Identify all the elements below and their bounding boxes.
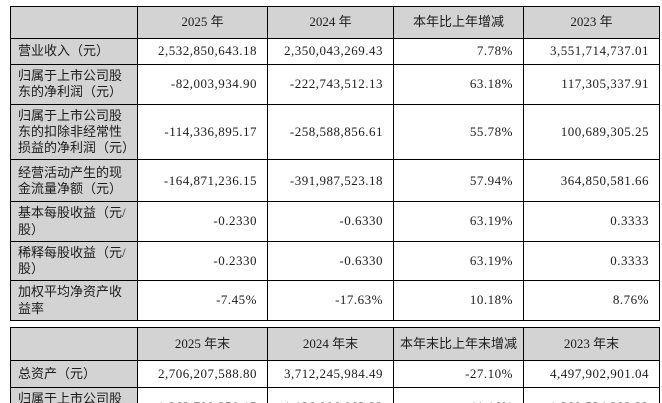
value-2023: 0.3333 (523, 201, 660, 242)
value-2025: 2,532,850,643.18 (137, 38, 268, 65)
row-label: 稀释每股收益（元/股） (10, 240, 138, 282)
table-row-net-profit-excl-nonrecurring: 归属于上市公司股东的扣除非经常性损益的净利润（元） -114,336,895.1… (10, 103, 660, 161)
period-end-header-2024: 2024 年末 (267, 326, 394, 361)
row-label: 加权平均净资产收益率 (10, 280, 138, 321)
annual-results-table: 2025 年 2024 年 本年比上年增减 2023 年 营业收入（元） 2,5… (10, 6, 660, 321)
value-2023: 4,497,902,901.04 (523, 359, 660, 388)
value-2025: 2,706,207,588.80 (137, 359, 268, 388)
table-row-diluted-eps: 稀释每股收益（元/股） -0.2330 -0.6330 63.19% 0.333… (10, 240, 660, 282)
value-2024: -258,588,856.61 (267, 103, 394, 161)
row-label: 基本每股收益（元/股） (10, 201, 138, 242)
value-2025: -114,336,895.17 (137, 103, 268, 161)
value-change: 63.19% (393, 201, 524, 242)
table-row-operating-cash-flow: 经营活动产生的现金流量净额（元） -164,871,236.15 -391,98… (10, 159, 660, 203)
value-change: 57.94% (393, 159, 524, 203)
value-change: -27.10% (393, 359, 524, 388)
period-end-header-row: 2025 年末 2024 年末 本年末比上年末增减 2023 年末 (10, 326, 660, 361)
row-label: 经营活动产生的现金流量净额（元） (10, 159, 138, 203)
value-2023: 0.3333 (523, 240, 660, 282)
value-change: 55.78% (393, 103, 524, 161)
period-end-header-2025: 2025 年末 (137, 326, 268, 361)
annual-header-change: 本年比上年增减 (393, 6, 524, 39)
value-2023: 117,305,337.91 (523, 64, 660, 105)
annual-header-2025: 2025 年 (137, 6, 268, 39)
value-2024: 3,712,245,984.49 (267, 359, 394, 388)
annual-header-2023: 2023 年 (523, 6, 660, 39)
value-2025: -164,871,236.15 (137, 159, 268, 203)
value-change: 10.18% (393, 280, 524, 321)
value-2023: 3,551,714,737.01 (523, 38, 660, 65)
row-label: 归属于上市公司股东的扣除非经常性损益的净利润（元） (10, 103, 138, 161)
value-change: 11.16% (393, 386, 524, 403)
row-label: 营业收入（元） (10, 38, 138, 65)
value-2023: 364,850,581.66 (523, 159, 660, 203)
value-2025: -7.45% (137, 280, 268, 321)
value-change: 63.18% (393, 64, 524, 105)
value-2024: -391,987,523.18 (267, 159, 394, 203)
value-2024: -222,743,512.13 (267, 64, 394, 105)
annual-header-2024: 2024 年 (267, 6, 394, 39)
period-end-table: 2025 年末 2024 年末 本年末比上年末增减 2023 年末 总资产（元）… (10, 326, 660, 403)
annual-header-empty (10, 6, 138, 39)
value-2024: 2,350,043,269.43 (267, 38, 394, 65)
period-end-header-2023: 2023 年末 (523, 326, 660, 361)
value-2023: 100,689,305.25 (523, 103, 660, 161)
period-end-header-change: 本年末比上年末增减 (393, 326, 524, 361)
value-2023: 8.76% (523, 280, 660, 321)
value-2024: -0.6330 (267, 240, 394, 282)
row-label: 归属于上市公司股东的净利润（元） (10, 64, 138, 105)
value-2025: -0.2330 (137, 201, 268, 242)
value-2025: -0.2330 (137, 240, 268, 282)
table-row-weighted-avg-roe: 加权平均净资产收益率 -7.45% -17.63% 10.18% 8.76% (10, 280, 660, 321)
value-2023: 1,389,534,282.22 (523, 386, 660, 403)
value-2024: 1,136,906,063.22 (267, 386, 394, 403)
table-row-net-assets: 归属于上市公司股东的净资产（元） 1,263,799,250.15 1,136,… (10, 386, 660, 403)
value-2024: -0.6330 (267, 201, 394, 242)
table-row-total-assets: 总资产（元） 2,706,207,588.80 3,712,245,984.49… (10, 359, 660, 388)
value-2024: -17.63% (267, 280, 394, 321)
value-2025: -82,003,934.90 (137, 64, 268, 105)
row-label: 归属于上市公司股东的净资产（元） (10, 386, 138, 403)
value-change: 63.19% (393, 240, 524, 282)
annual-header-row: 2025 年 2024 年 本年比上年增减 2023 年 (10, 6, 660, 39)
value-2025: 1,263,799,250.15 (137, 386, 268, 403)
value-change: 7.78% (393, 38, 524, 65)
table-row-basic-eps: 基本每股收益（元/股） -0.2330 -0.6330 63.19% 0.333… (10, 201, 660, 242)
period-end-header-empty (10, 326, 138, 361)
table-row-revenue: 营业收入（元） 2,532,850,643.18 2,350,043,269.4… (10, 38, 660, 65)
row-label: 总资产（元） (10, 359, 138, 388)
table-row-net-profit: 归属于上市公司股东的净利润（元） -82,003,934.90 -222,743… (10, 64, 660, 105)
